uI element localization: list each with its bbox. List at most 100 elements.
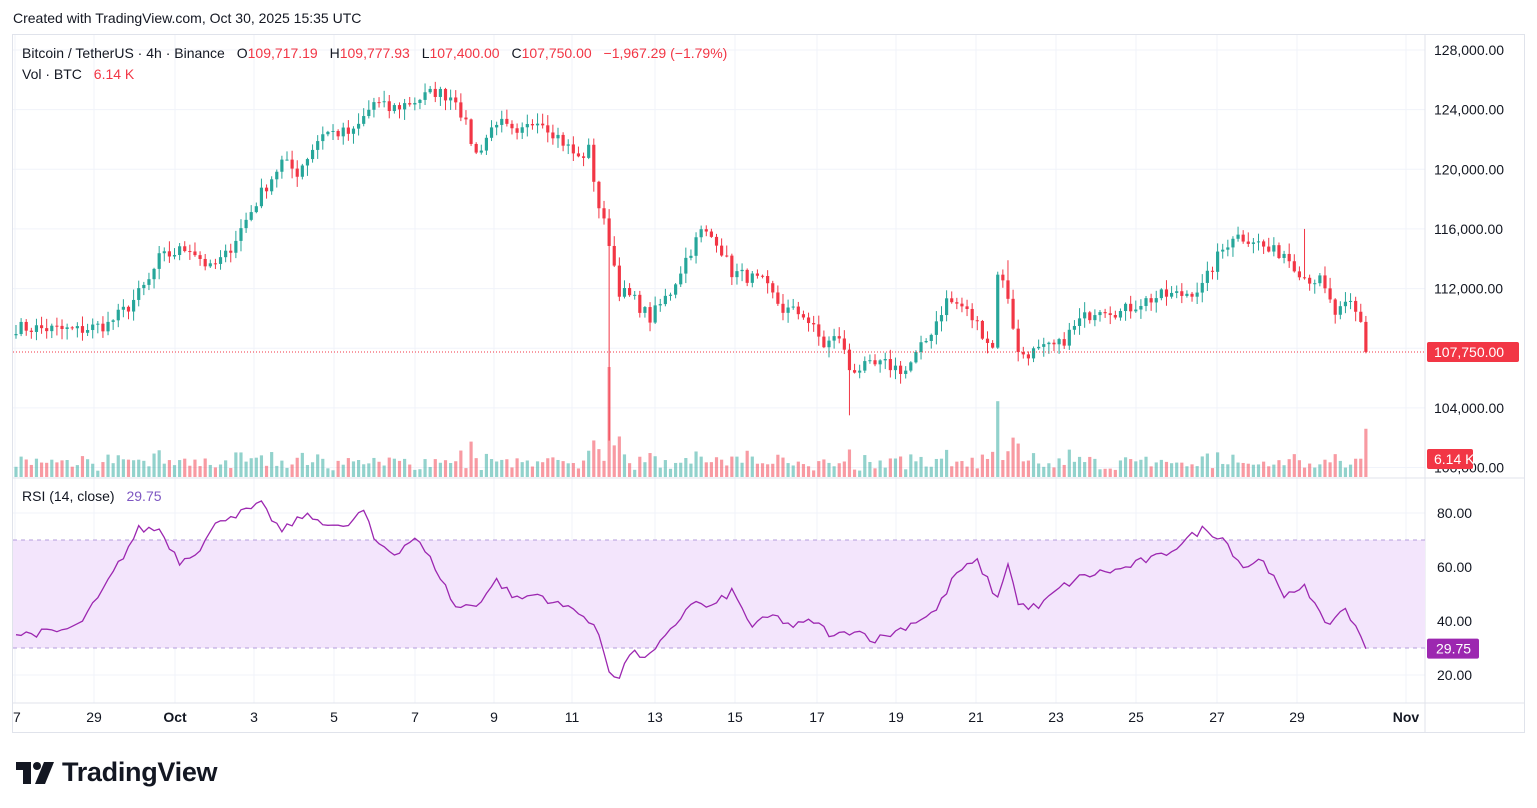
candle bbox=[336, 130, 340, 137]
volume-bar bbox=[259, 455, 264, 477]
candle bbox=[1277, 245, 1281, 258]
volume-bar bbox=[551, 457, 555, 477]
candle bbox=[781, 303, 785, 313]
volume-bar bbox=[162, 463, 166, 477]
legend-vol-label[interactable]: Vol · BTC bbox=[22, 66, 82, 82]
volume-bar bbox=[408, 464, 412, 477]
candle bbox=[1123, 303, 1128, 312]
candle bbox=[1226, 247, 1230, 250]
volume-bar bbox=[316, 454, 320, 477]
volume-bar bbox=[801, 464, 806, 477]
volume-bar bbox=[178, 460, 182, 477]
volume-bar bbox=[1180, 462, 1184, 477]
candle bbox=[29, 330, 33, 332]
volume-bar bbox=[515, 458, 519, 477]
candle bbox=[597, 181, 601, 209]
candle bbox=[883, 359, 887, 361]
volume-bar bbox=[387, 457, 391, 477]
rsi-tick-label: 60.00 bbox=[1437, 559, 1472, 575]
candle bbox=[919, 342, 923, 353]
volume-bar bbox=[541, 462, 545, 477]
candle bbox=[500, 118, 504, 125]
volume-bar bbox=[1241, 462, 1245, 477]
time-tick-label: 29 bbox=[1289, 709, 1305, 725]
volume-bar bbox=[817, 461, 821, 477]
volume-bar bbox=[1302, 467, 1307, 477]
volume-bar bbox=[341, 464, 345, 477]
legend-ohlc: Bitcoin / TetherUS · 4h · Binance O109,7… bbox=[22, 45, 727, 61]
chart-frame[interactable]: 128,000.00 124,000.00 120,000.00 116,000.00… bbox=[12, 34, 1525, 733]
candle bbox=[914, 352, 918, 363]
volume-bar bbox=[771, 463, 775, 477]
candle bbox=[1077, 318, 1082, 326]
volume-bar bbox=[372, 457, 376, 477]
candle bbox=[116, 309, 120, 321]
volume-bar bbox=[152, 453, 156, 477]
volume-bar bbox=[904, 469, 908, 477]
candle bbox=[929, 334, 933, 341]
legend-symbol[interactable]: Bitcoin / TetherUS · 4h · Binance bbox=[22, 45, 225, 61]
candle bbox=[305, 159, 310, 166]
candle bbox=[1072, 325, 1077, 330]
volume-bar bbox=[29, 464, 33, 477]
volume-bar bbox=[760, 463, 765, 477]
candle bbox=[1139, 305, 1143, 310]
volume-bar bbox=[1021, 461, 1025, 477]
volume-bar bbox=[203, 458, 207, 477]
candle bbox=[694, 237, 698, 256]
volume-bar bbox=[367, 463, 371, 477]
candle bbox=[699, 229, 703, 238]
volume-bar bbox=[469, 441, 473, 477]
candle bbox=[316, 141, 320, 150]
volume-bar bbox=[449, 462, 453, 477]
volume-bar bbox=[1364, 428, 1368, 477]
volume-bar bbox=[157, 450, 161, 477]
candle bbox=[321, 134, 325, 142]
volume-bar bbox=[796, 461, 800, 477]
candle bbox=[1302, 277, 1307, 279]
volume-bar bbox=[1175, 462, 1179, 477]
candle bbox=[362, 116, 366, 124]
volume-bar bbox=[1236, 462, 1240, 477]
candle bbox=[592, 144, 596, 182]
volume-bar bbox=[1123, 457, 1128, 477]
volume-bar bbox=[1016, 443, 1020, 477]
volume-bar bbox=[1031, 453, 1036, 477]
volume-bar bbox=[423, 459, 427, 477]
volume-bar bbox=[403, 458, 407, 477]
volume-bar bbox=[413, 469, 417, 477]
volume-bar bbox=[1210, 468, 1215, 477]
volume-bar bbox=[679, 462, 683, 477]
volume-bar bbox=[1262, 461, 1266, 477]
candle bbox=[551, 132, 555, 139]
legend-close: 107,750.00 bbox=[521, 45, 592, 61]
tradingview-brand[interactable]: TradingView bbox=[16, 757, 218, 788]
volume-bar bbox=[1359, 458, 1363, 477]
volume-bar bbox=[1139, 459, 1143, 477]
candle bbox=[1354, 300, 1358, 312]
candle bbox=[530, 124, 535, 126]
candle bbox=[607, 218, 611, 246]
volume-bar bbox=[305, 464, 310, 477]
volume-bar bbox=[106, 454, 110, 477]
candle bbox=[310, 149, 315, 160]
chart-canvas[interactable]: 128,000.00 124,000.00 120,000.00 116,000.00… bbox=[13, 35, 1524, 732]
volume-bar bbox=[786, 463, 790, 477]
volume-bar bbox=[172, 465, 177, 477]
legend-rsi-label[interactable]: RSI (14, close) bbox=[22, 488, 115, 504]
candle bbox=[1287, 253, 1291, 262]
volume-bar bbox=[837, 463, 841, 477]
volume-bar bbox=[592, 440, 596, 477]
volume-bar bbox=[812, 470, 816, 477]
candle bbox=[541, 123, 545, 126]
candle bbox=[433, 88, 437, 97]
candle bbox=[65, 327, 69, 330]
candle bbox=[50, 325, 54, 332]
volume-bar bbox=[725, 465, 729, 477]
candle bbox=[858, 370, 862, 373]
volume-bar bbox=[264, 465, 269, 477]
candle bbox=[254, 206, 258, 213]
candle bbox=[70, 327, 74, 329]
volume-bar bbox=[377, 461, 381, 477]
volume-bar bbox=[188, 465, 192, 477]
